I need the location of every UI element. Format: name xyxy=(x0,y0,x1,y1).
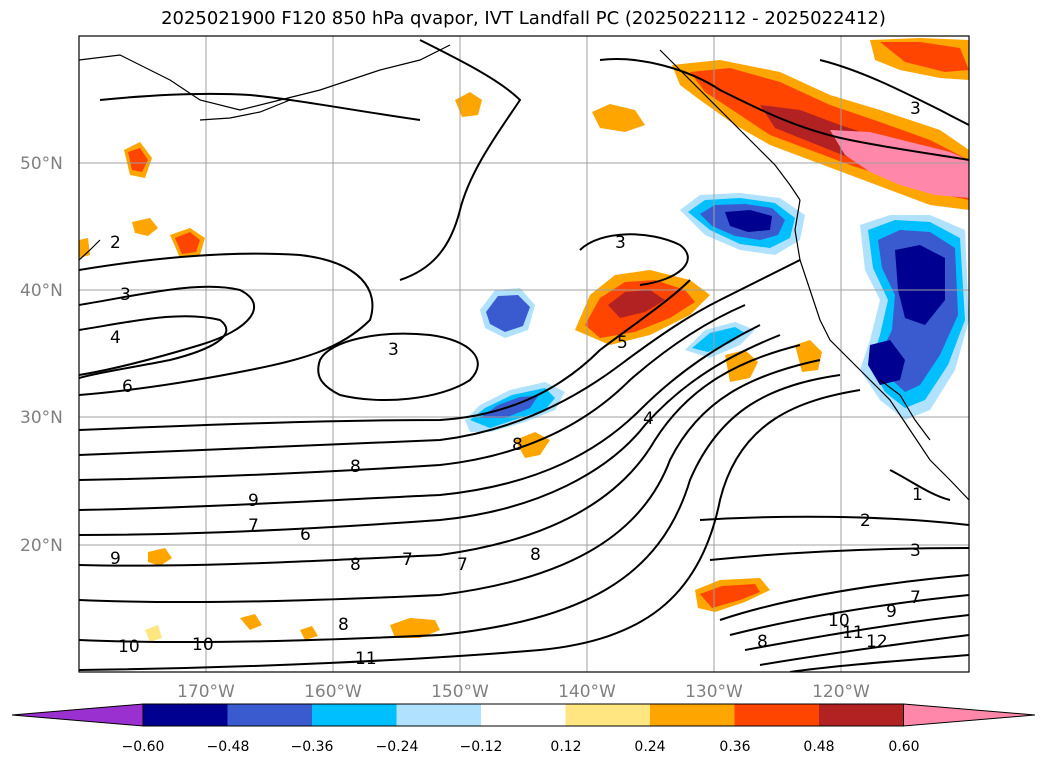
graticule xyxy=(79,36,969,672)
colorbar-tick-label: −0.24 xyxy=(376,739,419,755)
colorbar-tick-label: 0.36 xyxy=(719,739,750,755)
colorbar-segment xyxy=(819,704,904,726)
contour-label: 9 xyxy=(886,602,897,622)
contour-label: 7 xyxy=(457,555,468,575)
lon-label: 120°W xyxy=(812,682,870,702)
contour-label: 7 xyxy=(910,588,921,608)
lon-label: 170°W xyxy=(177,682,235,702)
latitude-axis: 50°N 40°N 30°N 20°N xyxy=(20,154,63,556)
colorbar-tick-label: 0.48 xyxy=(803,739,834,755)
contour-label: 7 xyxy=(402,550,413,570)
colorbar-tick-label: −0.36 xyxy=(291,739,334,755)
contour-label: 4 xyxy=(110,328,121,348)
contour-label: 3 xyxy=(910,541,921,561)
colorbar-tick-label: 0.24 xyxy=(634,739,665,755)
contour-label: 8 xyxy=(530,545,541,565)
colorbar-segment xyxy=(481,704,566,726)
contour-label: 2 xyxy=(110,233,121,253)
lon-label: 160°W xyxy=(304,682,362,702)
contour-label: 12 xyxy=(866,632,888,652)
contour-label: 11 xyxy=(355,649,377,669)
contour-label: 10 xyxy=(828,611,850,631)
lat-label: 30°N xyxy=(20,408,63,428)
contour-label: 10 xyxy=(118,637,140,657)
contour-label: 3 xyxy=(615,233,626,253)
contour-label: 8 xyxy=(350,457,361,477)
colorbar-segment xyxy=(143,704,228,726)
contour-label: 7 xyxy=(248,516,259,536)
contour-label: 6 xyxy=(122,377,133,397)
colorbar-segment xyxy=(565,704,651,726)
contour-label: 9 xyxy=(248,491,259,511)
colorbar-segment xyxy=(734,704,820,726)
colorbar-ticks: −0.60 −0.48 −0.36 −0.24 −0.12 0.12 0.24 … xyxy=(122,739,920,755)
anomaly-shading xyxy=(79,38,969,642)
colorbar-tick-label: 0.60 xyxy=(888,739,919,755)
colorbar-segment xyxy=(312,704,397,726)
lat-label: 50°N xyxy=(20,154,63,174)
contour-label: 9 xyxy=(110,549,121,569)
map-title: 2025021900 F120 850 hPa qvapor, IVT Land… xyxy=(161,8,886,29)
colorbar-tick-label: −0.48 xyxy=(207,739,250,755)
contour-label: 6 xyxy=(300,525,311,545)
map-content: 2 3 4 6 3 3 3 5 4 8 9 7 6 8 8 7 7 8 9 10… xyxy=(79,36,969,672)
colorbar-segment xyxy=(396,704,482,726)
colorbar-tick-label: −0.60 xyxy=(122,739,165,755)
colorbar-segment xyxy=(227,704,313,726)
contour-label: 8 xyxy=(512,435,523,455)
map-border xyxy=(78,35,970,673)
ivt-contours xyxy=(79,39,969,672)
lon-label: 140°W xyxy=(558,682,616,702)
colorbar-tick-label: 0.12 xyxy=(550,739,581,755)
colorbar-segment xyxy=(650,704,735,726)
contour-label: 3 xyxy=(388,340,399,360)
contour-label: 3 xyxy=(120,285,131,305)
contour-label: 10 xyxy=(192,635,214,655)
contour-label: 8 xyxy=(757,632,768,652)
colorbar-extend-min xyxy=(11,703,144,727)
contour-label: 2 xyxy=(860,511,871,531)
contour-label: 11 xyxy=(842,623,864,643)
colorbar-extend-max xyxy=(903,703,1036,727)
contour-label: 8 xyxy=(338,615,349,635)
lat-label: 40°N xyxy=(20,281,63,301)
lat-label: 20°N xyxy=(20,536,63,556)
colorbar xyxy=(11,703,1036,727)
contour-label: 1 xyxy=(912,485,923,505)
lon-label: 150°W xyxy=(431,682,489,702)
contour-label: 3 xyxy=(910,99,921,119)
contour-label: 8 xyxy=(350,555,361,575)
colorbar-outline xyxy=(142,703,904,727)
contour-labels: 2 3 4 6 3 3 3 5 4 8 9 7 6 8 8 7 7 8 9 10… xyxy=(110,99,923,669)
contour-label: 5 xyxy=(617,333,628,353)
contour-label: 4 xyxy=(643,409,654,429)
lon-label: 130°W xyxy=(685,682,743,702)
colorbar-tick-label: −0.12 xyxy=(460,739,503,755)
longitude-axis: 170°W 160°W 150°W 140°W 130°W 120°W xyxy=(177,682,870,702)
